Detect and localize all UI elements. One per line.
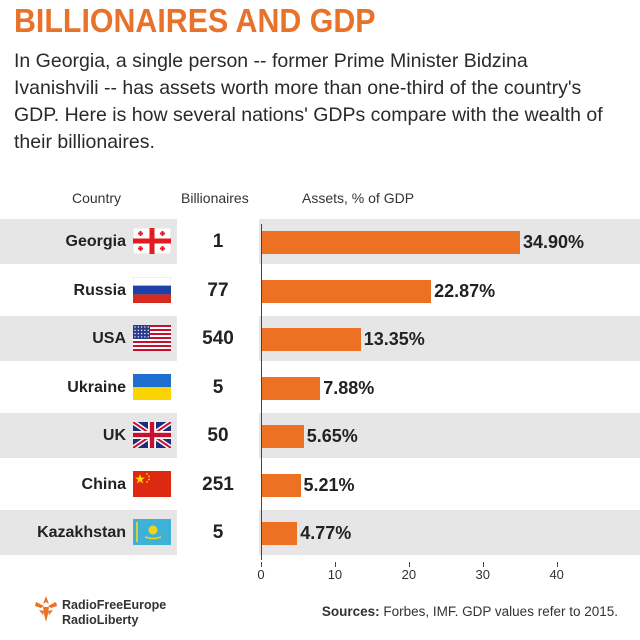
- billionaires-value: 5: [212, 522, 224, 543]
- table-row: Russia 77 22.87%: [0, 267, 640, 313]
- x-tick-label: 10: [327, 567, 343, 582]
- billionaires-cell: [177, 510, 259, 555]
- chart-title: BILLIONAIRES AND GDP: [14, 2, 376, 39]
- table-row: Georgia 1 34.90%: [0, 219, 640, 264]
- data-label: 5.21%: [303, 474, 355, 495]
- billionaires-value: 50: [207, 425, 229, 446]
- header-country: Country: [72, 190, 122, 206]
- rferl-logo-text: RadioFreeEurope RadioLiberty: [62, 598, 166, 628]
- x-tick: [334, 562, 336, 567]
- billionaires-value: 77: [207, 279, 229, 301]
- table-row: USA 540 13.35%: [0, 316, 640, 361]
- billionaires-value: 5: [212, 376, 224, 398]
- table-row: China 251 5.21%: [0, 461, 640, 507]
- billionaires-cell: [177, 316, 259, 361]
- usa-flag-icon: [133, 325, 171, 351]
- billionaires-cell: [177, 413, 259, 458]
- x-tick: [482, 562, 484, 567]
- bar-usa: [262, 328, 361, 351]
- russia-flag-icon: [132, 276, 172, 303]
- header-billionaires: Billionaires: [181, 190, 249, 206]
- table-row: UK 50 5.65%: [0, 413, 640, 458]
- billionaires-value: 540: [202, 328, 234, 349]
- ukraine-flag-icon: [133, 373, 171, 400]
- data-label: 34.90%: [523, 232, 585, 252]
- table-row: Kazakhstan 5 4.77%: [0, 510, 640, 555]
- x-tick: [556, 562, 558, 567]
- bar-uk: [262, 425, 304, 448]
- x-tick-label: 30: [475, 567, 490, 582]
- country-label: China: [81, 475, 126, 493]
- logo-line-2: RadioLiberty: [62, 613, 139, 627]
- rferl-logo-icon: [35, 596, 57, 622]
- x-axis-line: [261, 224, 262, 560]
- uk-flag-icon: [131, 419, 173, 451]
- bar-kazakhstan: [262, 522, 298, 545]
- billionaires-value: 1: [212, 231, 224, 252]
- x-tick: [261, 562, 262, 567]
- x-tick-label: 0: [257, 567, 265, 582]
- billionaires-cell: [177, 267, 259, 313]
- sources-note: Sources: Forbes, IMF. GDP values refer t…: [322, 604, 618, 619]
- billionaires-cell: [177, 364, 259, 410]
- table-row: Ukraine 5 7.88%: [0, 364, 640, 410]
- sources-label: Sources:: [321, 604, 380, 619]
- country-label: Georgia: [65, 233, 126, 250]
- billionaires-cell: [177, 219, 259, 264]
- data-label: 5.65%: [306, 426, 358, 446]
- data-label: 13.35%: [363, 329, 425, 349]
- billionaires-cell: [177, 461, 259, 507]
- kazakhstan-flag-icon: [133, 519, 171, 545]
- data-label: 4.77%: [300, 523, 352, 543]
- bar-georgia: [262, 231, 520, 254]
- x-tick: [408, 562, 410, 567]
- data-label: 22.87%: [434, 280, 496, 301]
- data-label: 7.88%: [323, 377, 375, 398]
- country-label: Ukraine: [67, 378, 126, 396]
- bar-russia: [262, 279, 432, 303]
- sources-text: Forbes, IMF. GDP values refer to 2015.: [379, 604, 618, 619]
- bar-china: [262, 473, 301, 497]
- billionaires-value: 251: [202, 473, 234, 495]
- bar-ukraine: [262, 376, 321, 400]
- x-tick-label: 20: [401, 567, 417, 582]
- country-label: UK: [102, 427, 126, 444]
- intro-text: In Georgia, a single person -- former Pr…: [14, 50, 603, 153]
- georgia-flag-icon: [132, 227, 172, 255]
- country-label: Russia: [73, 281, 126, 299]
- china-flag-icon: [133, 470, 171, 497]
- country-label: USA: [92, 330, 126, 347]
- country-label: Kazakhstan: [37, 524, 126, 541]
- x-tick-label: 40: [549, 567, 564, 582]
- header-assets: Assets, % of GDP: [302, 190, 415, 206]
- logo-line-1: RadioFreeEurope: [62, 598, 167, 612]
